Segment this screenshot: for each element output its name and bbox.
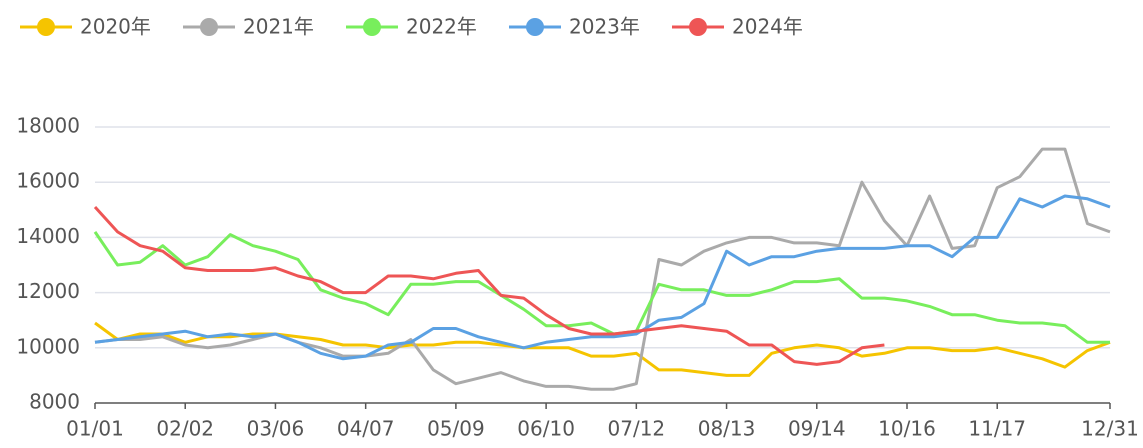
x-tick-label: 07/12 [608, 417, 666, 441]
x-tick-label: 02/02 [156, 417, 214, 441]
x-tick-label: 09/14 [788, 417, 846, 441]
x-tick-label: 05/09 [427, 417, 485, 441]
legend-marker [689, 18, 707, 36]
y-tick-label: 16000 [16, 169, 80, 193]
y-tick-label: 12000 [16, 279, 80, 303]
legend-marker [363, 18, 381, 36]
series-line [94, 194, 1111, 361]
x-tick-label: 08/13 [698, 417, 756, 441]
legend-label: 2024年 [732, 15, 803, 39]
x-tick-label: 01/01 [66, 417, 124, 441]
legend-label: 2023年 [569, 15, 640, 39]
y-tick-label: 10000 [16, 334, 80, 358]
x-tick-label: 10/16 [878, 417, 936, 441]
x-tick-label: 03/06 [247, 417, 305, 441]
legend-label: 2020年 [80, 15, 151, 39]
legend-marker [200, 18, 218, 36]
legend-marker [526, 18, 544, 36]
legend-label: 2021年 [243, 15, 314, 39]
x-tick-label: 04/07 [337, 417, 395, 441]
series-line [94, 321, 1111, 377]
y-tick-label: 18000 [16, 114, 80, 138]
x-tick-label: 12/31 [1081, 417, 1139, 441]
series-line [93, 231, 1110, 344]
legend-label: 2022年 [406, 15, 477, 39]
x-tick-label: 11/17 [968, 417, 1026, 441]
series-line [93, 205, 885, 366]
legend-marker [37, 18, 55, 36]
y-tick-label: 8000 [29, 390, 80, 414]
y-tick-label: 14000 [16, 224, 80, 248]
x-tick-label: 06/10 [517, 417, 575, 441]
